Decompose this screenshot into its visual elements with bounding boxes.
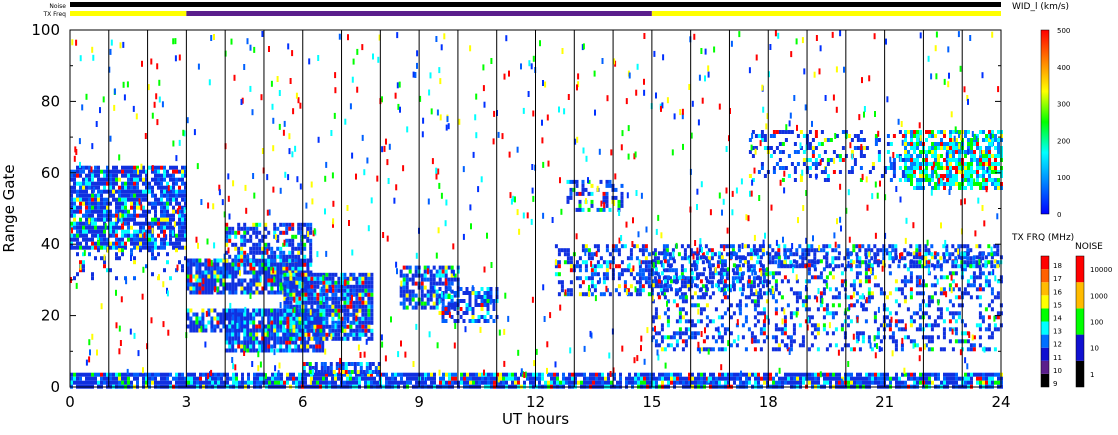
scan-boundaries (108, 30, 963, 387)
axes: 0 3 6 9 12 15 18 21 24 0 20 40 60 80 100 UT hours Range … (0, 21, 1011, 428)
txfreq-colorbar-border (1040, 255, 1050, 388)
x-tick-label: 9 (414, 393, 424, 411)
width-colorbar-tick: 200 (1057, 137, 1070, 145)
scatter-region (748, 130, 905, 182)
y-tick-label: 20 (41, 307, 60, 325)
width-colorbar-tick: 300 (1057, 101, 1070, 109)
noise-colorbar-tick: 10 (1090, 345, 1099, 353)
noise-colorbar-tick: 10000 (1090, 266, 1112, 274)
txfreq-colorbar-cell (1041, 282, 1049, 296)
txfreq-colorbar-tick: 17 (1053, 275, 1062, 283)
txfreq-colorbar-tick: 12 (1053, 341, 1062, 349)
x-tick-label: 3 (182, 393, 192, 411)
y-tick-label: 0 (50, 378, 60, 396)
txfreq-colorbar-tick: 13 (1053, 328, 1062, 336)
noise-strip-label: Noise (49, 3, 66, 10)
txfreq-colorbar-cell (1041, 269, 1049, 283)
txfreq-segment (651, 11, 1001, 16)
txfreq-colorbar-cell (1041, 334, 1049, 348)
txfreq-colorbar-tick: 10 (1053, 367, 1062, 375)
noise-colorbar-cell (1076, 308, 1084, 335)
txfreq-strip-label: TX Freq (42, 11, 66, 18)
x-tick-label: 12 (526, 393, 545, 411)
x-axis-label: UT hours (502, 410, 569, 428)
txfreq-colorbar-cell (1041, 347, 1049, 361)
scatter-layer (70, 30, 1003, 389)
scatter-region (566, 179, 624, 212)
txfreq-colorbar-tick: 16 (1053, 288, 1062, 296)
y-tick-label: 100 (31, 21, 60, 39)
noise-colorbar-tick: 100 (1090, 319, 1103, 327)
width-colorbar-tick: 400 (1057, 64, 1070, 72)
scatter-region (302, 362, 381, 374)
scatter-region (70, 165, 187, 250)
txfreq-colorbar-cell (1041, 321, 1049, 335)
txfreq-colorbar-tick: 18 (1053, 262, 1062, 270)
txfreq-colorbar-tick: 11 (1053, 354, 1062, 362)
noise-strip (70, 2, 1001, 7)
scatter-region (70, 244, 187, 281)
noise-colorbar-cell (1076, 360, 1084, 387)
width-colorbar-tick: 100 (1057, 174, 1070, 182)
scatter-region (283, 272, 374, 341)
txfreq-colorbar-tick: 9 (1053, 380, 1057, 388)
txfreq-colorbar-cell (1041, 373, 1049, 387)
x-tick-label: 18 (759, 393, 778, 411)
txfreq-colorbar-title: TX FRQ (MHz) (1011, 233, 1074, 243)
noise-colorbar-title: NOISE (1075, 242, 1103, 252)
txfreq-segment (70, 11, 187, 16)
noise-colorbar-tick: 1000 (1090, 292, 1108, 300)
width-colorbar-tick: 500 (1057, 27, 1070, 35)
x-tick-label: 24 (991, 393, 1010, 411)
noise-colorbar-cell (1076, 334, 1084, 361)
scatter-region (768, 244, 1003, 269)
width-colorbar (1040, 29, 1050, 215)
colorbars: WID_l (km/s) 0 100 200 300 400 500 TX FRQ (MHz)… (1011, 2, 1112, 388)
x-tick-label: 15 (642, 393, 661, 411)
txfreq-segment (186, 11, 652, 16)
txfreq-colorbar-cell (1041, 295, 1049, 309)
x-tick-label: 0 (65, 393, 75, 411)
y-tick-label: 40 (41, 235, 60, 253)
txfreq-colorbar-cell (1041, 256, 1049, 270)
txfreq-colorbar-tick: 15 (1053, 301, 1062, 309)
y-axis-label: Range Gate (0, 164, 18, 252)
y-tick-label: 60 (41, 164, 60, 182)
x-tick-label: 21 (875, 393, 894, 411)
noise-colorbar-cell (1076, 282, 1084, 309)
txfreq-colorbar-cell (1041, 360, 1049, 374)
noise-colorbar-tick: 1 (1090, 371, 1094, 379)
y-tick-label: 80 (41, 92, 60, 110)
x-tick-label: 6 (298, 393, 308, 411)
txfreq-colorbar-cell (1041, 308, 1049, 322)
width-colorbar-tick: 0 (1057, 211, 1061, 219)
width-colorbar-title: WID_l (km/s) (1012, 2, 1069, 12)
scatter-region (225, 222, 313, 267)
txfreq-colorbar-tick: 14 (1053, 315, 1062, 323)
noise-colorbar-cell (1076, 256, 1084, 283)
scatter-region (904, 130, 1003, 190)
noise-colorbar-border (1075, 255, 1085, 388)
